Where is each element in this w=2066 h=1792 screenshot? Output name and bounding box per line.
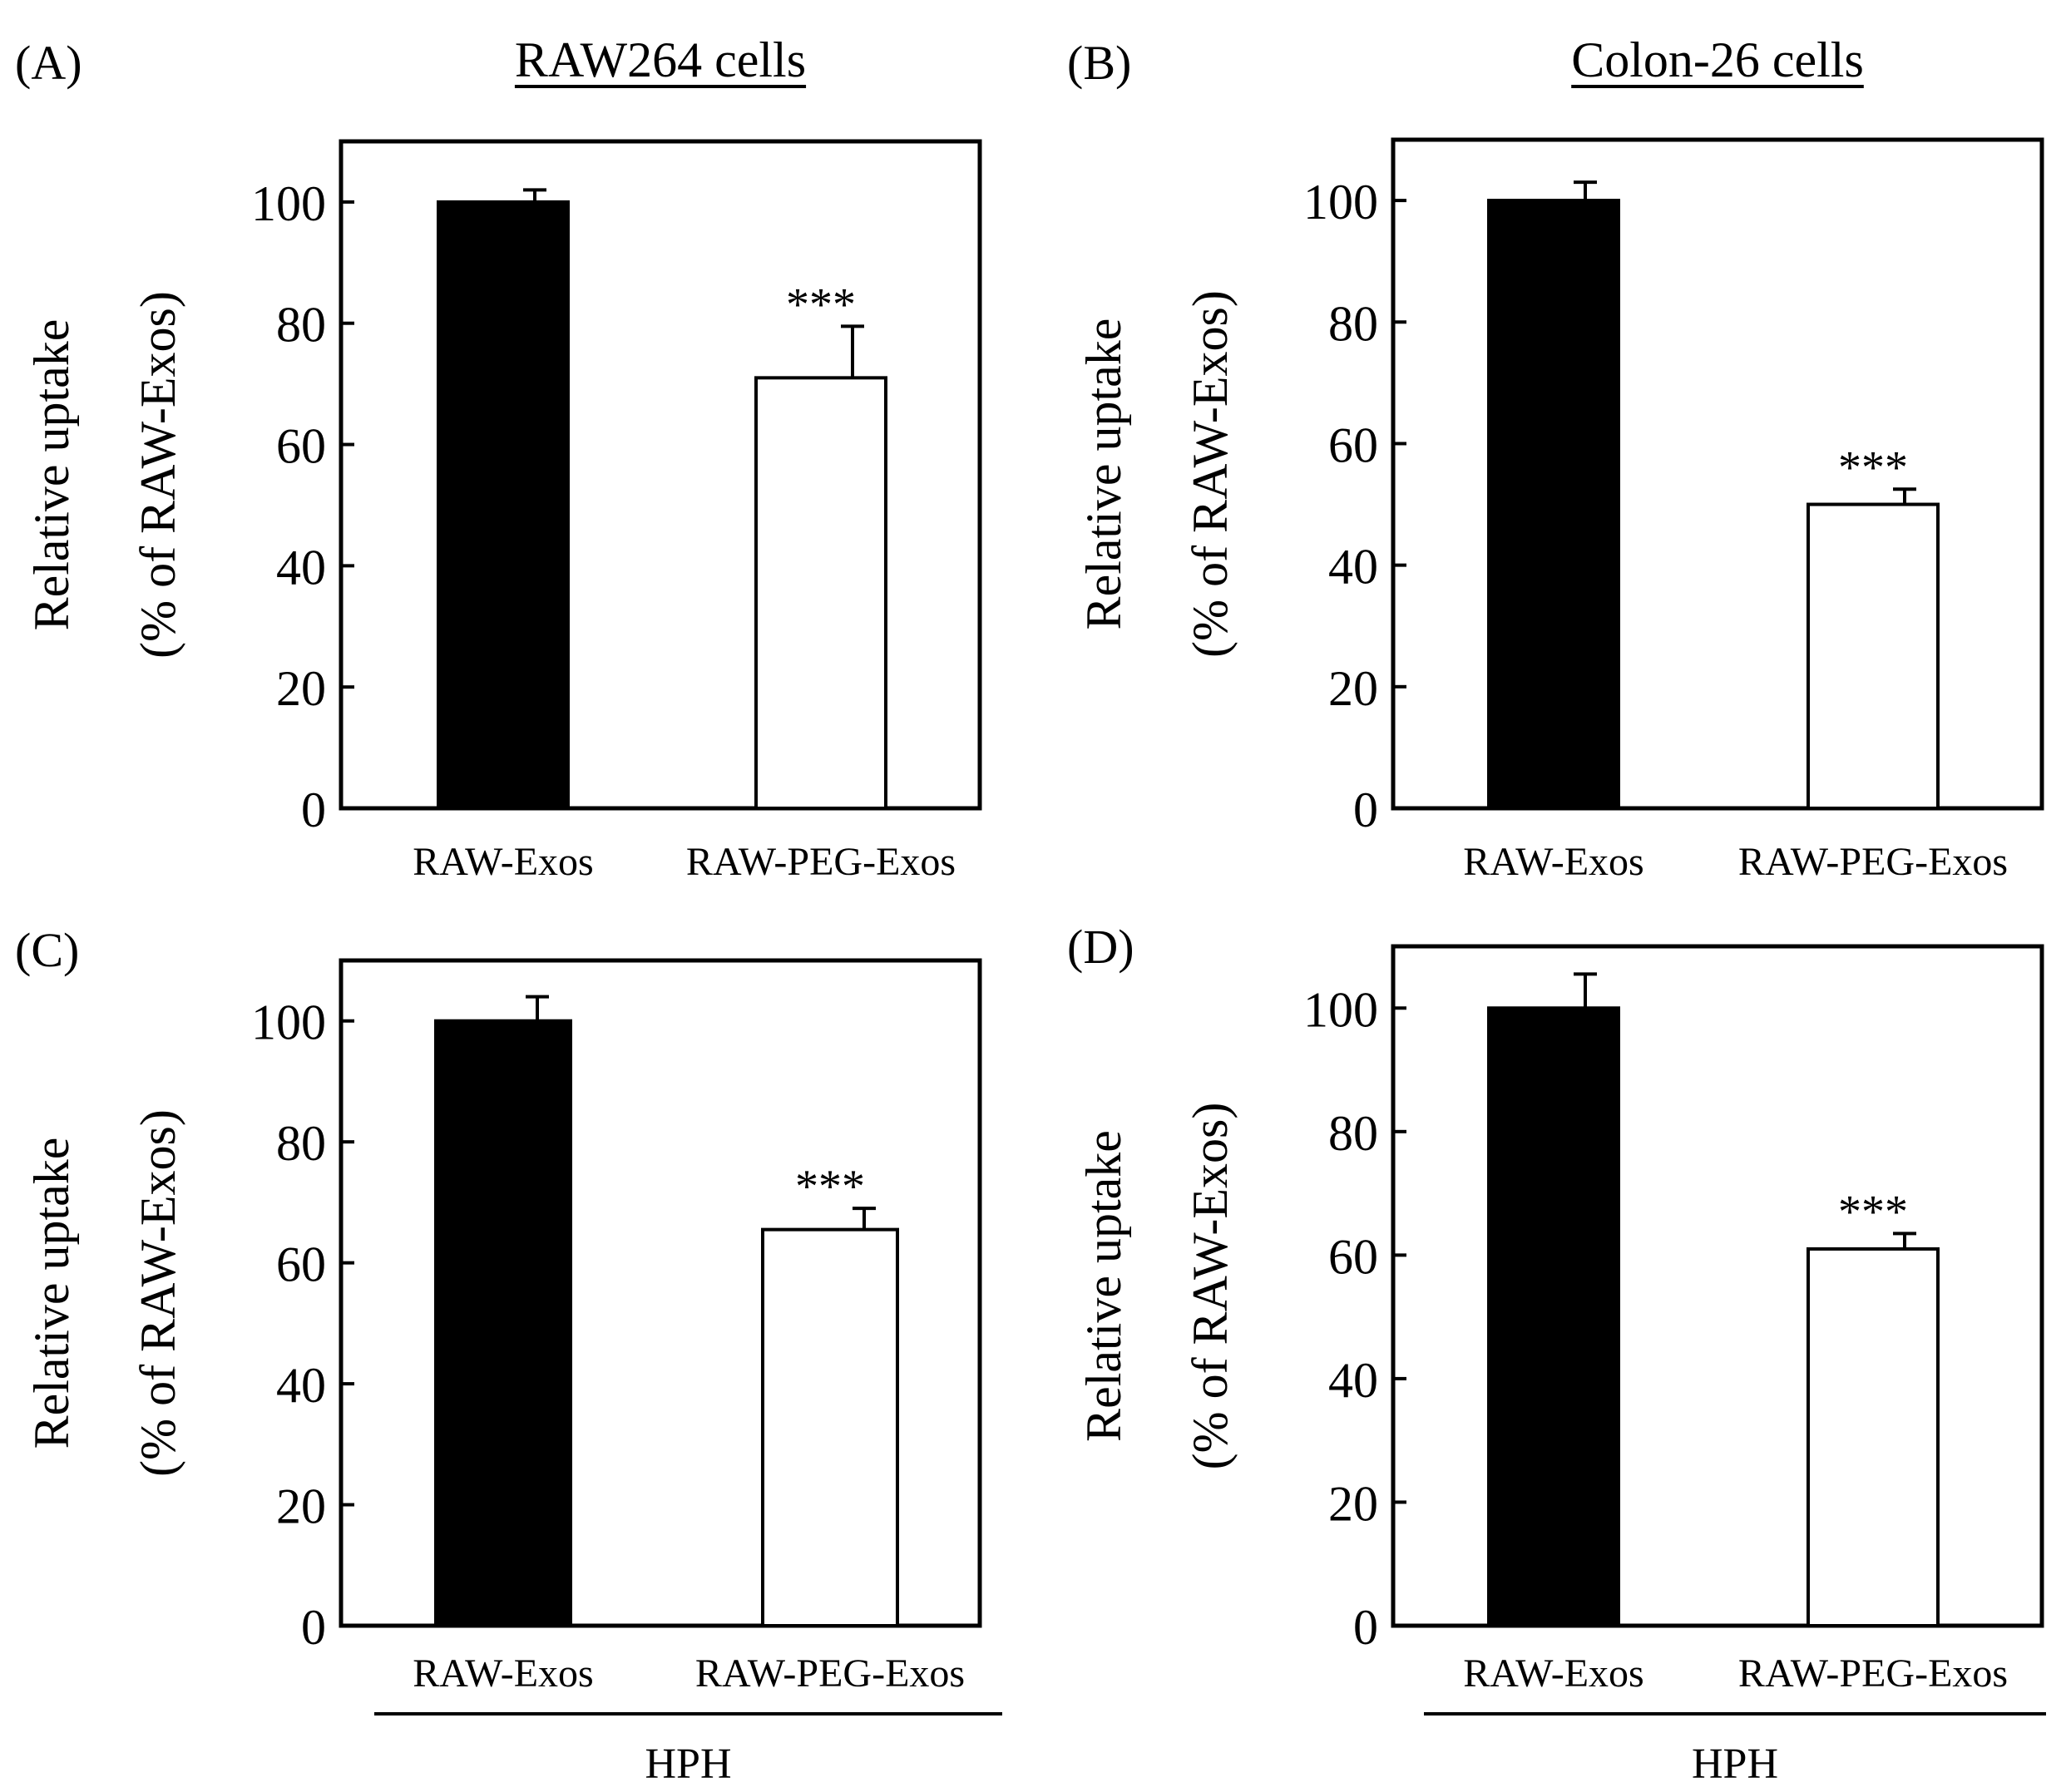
y-tick-label: 20	[1328, 1476, 1378, 1531]
y-tick-label: 80	[276, 298, 326, 353]
y-tick-label: 60	[276, 1237, 326, 1292]
y-tick-label: 40	[1328, 1353, 1378, 1408]
panel-label: (C)	[15, 923, 79, 977]
y-axis-label: Relative uptake	[24, 319, 79, 631]
bar	[754, 376, 887, 810]
y-tick-label: 0	[301, 1600, 326, 1655]
y-tick-label: 100	[1303, 982, 1378, 1037]
x-group-label: HPH	[1692, 1740, 1778, 1788]
panel-b: (B) Colon-26 cells 0 20 40 60 80 100 Relative up…	[1067, 32, 2044, 884]
x-group-label: HPH	[645, 1740, 731, 1788]
y-axis-label: Relative uptake	[1076, 1130, 1131, 1442]
y-axis-label: (% of RAW-Exos)	[1183, 1103, 1238, 1470]
panel-title: Colon-26 cells	[1571, 32, 1864, 87]
plot-frame	[1391, 137, 2044, 811]
bar	[1807, 502, 1940, 811]
y-tick-label: 80	[276, 1116, 326, 1171]
y-tick-label: 40	[276, 540, 326, 595]
panel-c: (C) 0 20 40 60 80 100 Relative uptake (% of RAW-…	[15, 923, 1002, 1788]
plot-frame	[1391, 944, 2044, 1628]
bar	[1487, 199, 1620, 811]
significance-annotation: ***	[786, 279, 856, 330]
y-tick-label: 0	[1353, 782, 1378, 837]
y-axis-label: (% of RAW-Exos)	[1183, 290, 1238, 658]
y-tick-label: 60	[1328, 1229, 1378, 1284]
y-tick-label: 40	[276, 1358, 326, 1413]
y-tick-label: 60	[1328, 417, 1378, 472]
bar	[437, 200, 570, 810]
bar	[1487, 1006, 1620, 1627]
y-axis-label: (% of RAW-Exos)	[131, 291, 185, 659]
x-category-label: RAW-PEG-Exos	[1738, 1651, 2008, 1696]
y-tick-label: 100	[1303, 175, 1378, 230]
panel-a: (A) RAW264 cells 0 20 40 60 80 100 Relative upta…	[15, 32, 982, 884]
x-category-label: RAW-Exos	[413, 840, 593, 884]
bar	[434, 1019, 572, 1627]
y-tick-label: 0	[1353, 1600, 1378, 1655]
panel-title: RAW264 cells	[515, 32, 806, 87]
bar	[1807, 1247, 1940, 1628]
y-tick-label: 40	[1328, 540, 1378, 595]
x-category-label: RAW-Exos	[1463, 1651, 1643, 1696]
y-axis-label: Relative uptake	[1076, 318, 1131, 630]
y-tick-label: 100	[251, 995, 326, 1050]
y-tick-label: 60	[276, 419, 326, 474]
y-tick-label: 20	[276, 1479, 326, 1534]
panel-label: (B)	[1067, 36, 1131, 90]
plot-frame	[339, 139, 982, 811]
x-category-label: RAW-PEG-Exos	[695, 1651, 965, 1696]
x-category-label: RAW-Exos	[1463, 840, 1643, 884]
y-tick-label: 100	[251, 176, 326, 231]
panel-label: (A)	[15, 36, 82, 90]
y-axis-label: (% of RAW-Exos)	[131, 1109, 185, 1477]
y-tick-label: 80	[1328, 296, 1378, 351]
x-category-label: RAW-PEG-Exos	[686, 840, 956, 884]
y-tick-label: 80	[1328, 1106, 1378, 1161]
significance-annotation: ***	[1838, 442, 1908, 493]
panel-d: (D) 0 20 40 60 80 100 Relative uptake (% of RAW-…	[1067, 920, 2046, 1788]
y-tick-label: 20	[276, 661, 326, 716]
x-category-label: RAW-PEG-Exos	[1738, 840, 2008, 884]
y-tick-label: 0	[301, 782, 326, 837]
significance-annotation: ***	[795, 1161, 865, 1212]
significance-annotation: ***	[1838, 1186, 1908, 1237]
bar	[761, 1227, 899, 1627]
x-category-label: RAW-Exos	[413, 1651, 593, 1696]
y-tick-label: 20	[1328, 661, 1378, 716]
panel-label: (D)	[1067, 920, 1134, 974]
plot-frame	[339, 958, 982, 1628]
y-axis-label: Relative uptake	[24, 1138, 79, 1449]
